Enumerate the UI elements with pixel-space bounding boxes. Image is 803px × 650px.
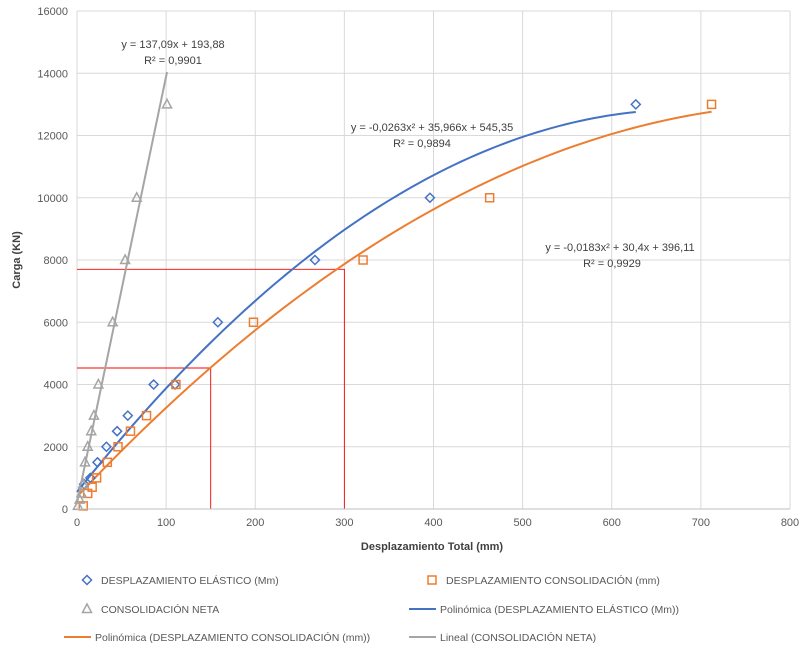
series-2-point-6 <box>85 424 98 436</box>
legend-label-2: CONSOLIDACIÓN NETA <box>101 603 219 616</box>
series-2-point-9 <box>106 315 119 327</box>
x-tick-label-7: 700 <box>692 517 710 529</box>
x-tick-label-1: 100 <box>157 517 175 529</box>
series-0-point-3 <box>100 441 112 453</box>
series-2-point-3 <box>77 477 89 489</box>
trendline-2 <box>76 71 168 504</box>
blue-trend-r2: R² = 0,9894 <box>393 138 451 150</box>
legend-label-0: DESPLAZAMIENTO ELÁSTICO (Mm) <box>101 574 279 587</box>
x-tick-label-5: 500 <box>513 517 531 529</box>
y-tick-label-0: 0 <box>62 504 68 516</box>
series-2-point-11 <box>130 191 143 202</box>
y-tick-label-8: 16000 <box>37 6 68 18</box>
orange-trend-equation: y = -0,0183x² + 30,4x + 396,11 <box>545 242 694 254</box>
series-1-point-9 <box>248 317 259 327</box>
trendline-0 <box>76 110 636 493</box>
series-2-point-7 <box>88 409 100 420</box>
series-0-point-9 <box>309 254 321 266</box>
x-tick-label-6: 600 <box>603 517 621 529</box>
legend-marker-0 <box>81 574 93 586</box>
series-1-point-6 <box>125 426 136 436</box>
trendlines <box>76 71 712 504</box>
series-2-point-2 <box>75 486 88 498</box>
legend-label-1: DESPLAZAMIENTO CONSOLIDACIÓN (mm) <box>446 574 660 587</box>
series-1-point-12 <box>706 99 717 110</box>
orange-trend-r2: R² = 0,9929 <box>583 258 641 270</box>
x-tick-label-3: 300 <box>335 517 353 529</box>
series-1-point-8 <box>171 379 181 390</box>
grid <box>76 10 791 510</box>
trendline-1 <box>76 110 712 498</box>
series-1-point-11 <box>484 193 495 203</box>
legend-label-5: Lineal (CONSOLIDACIÓN NETA) <box>440 631 596 644</box>
x-tick-label-8: 800 <box>781 517 799 529</box>
x-axis-title: Desplazamiento Total (mm) <box>361 541 504 553</box>
reference-lines <box>77 268 345 509</box>
series-0-point-5 <box>122 410 134 422</box>
series-0-point-8 <box>212 316 224 328</box>
series-0-point-6 <box>148 378 160 391</box>
data-markers <box>72 97 717 511</box>
series-2-point-5 <box>81 440 94 451</box>
trendline-equations: y = 137,09x + 193,88 R² = 0,9901 y = -0,… <box>121 39 694 270</box>
y-tick-label-1: 2000 <box>44 442 68 454</box>
gray-trend-r2: R² = 0,9901 <box>144 55 202 67</box>
reference-line-0 <box>77 367 212 509</box>
series-1-point-5 <box>113 442 123 452</box>
series-2-point-10 <box>119 253 131 265</box>
legend-label-3: Polinómica (DESPLAZAMIENTO ELÁSTICO (Mm)… <box>440 603 679 616</box>
y-tick-label-2: 4000 <box>44 380 68 392</box>
x-tick-label-0: 0 <box>74 517 80 529</box>
series-2-point-8 <box>92 377 105 389</box>
y-tick-label-7: 14000 <box>37 68 68 80</box>
series-2-point-12 <box>161 97 173 109</box>
gray-trend-equation: y = 137,09x + 193,88 <box>121 39 224 51</box>
series-0-point-10 <box>424 192 436 204</box>
series-2-point-1 <box>73 493 86 504</box>
series-1-point-7 <box>141 410 152 421</box>
legend: DESPLAZAMIENTO ELÁSTICO (Mm) DESPLAZAMIEN… <box>64 574 679 644</box>
series-1-point-10 <box>358 255 368 265</box>
series-0-point-4 <box>111 425 123 437</box>
series-1-point-3 <box>91 473 102 483</box>
series-1-point-4 <box>102 457 113 468</box>
reference-line-1 <box>77 268 345 509</box>
x-tick-label-4: 400 <box>424 517 442 529</box>
axes: 0 100 200 300 400 500 600 700 800020004000600080… <box>37 6 799 529</box>
series-2-point-4 <box>79 455 91 467</box>
legend-marker-2 <box>81 602 93 614</box>
y-tick-label-5: 10000 <box>37 193 68 205</box>
y-tick-label-6: 12000 <box>37 131 68 143</box>
y-axis-title: Carga (KN) <box>11 231 23 289</box>
x-tick-label-2: 200 <box>246 517 264 529</box>
y-tick-label-3: 6000 <box>44 317 68 329</box>
y-tick-label-4: 8000 <box>44 255 68 267</box>
series-0-point-2 <box>91 456 104 468</box>
legend-label-4: Polinómica (DESPLAZAMIENTO CONSOLIDACIÓN… <box>95 631 370 644</box>
series-0-point-11 <box>630 98 642 110</box>
blue-trend-equation: y = -0,0263x² + 35,966x + 545,35 <box>351 122 513 134</box>
series-0-point-1 <box>84 472 96 484</box>
legend-marker-1 <box>427 575 437 585</box>
